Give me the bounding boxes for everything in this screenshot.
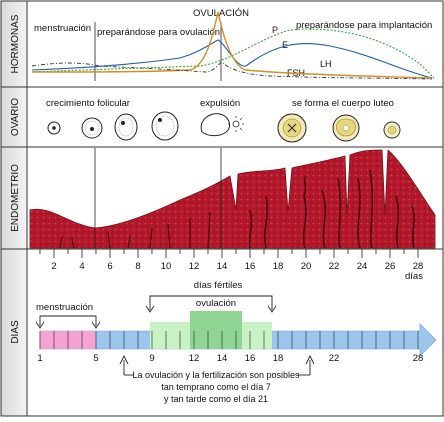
days-label: 22: [329, 353, 340, 364]
days-ticks: [39, 331, 419, 349]
hormone-label-prep-ovulacion: preparándose para ovulación: [97, 27, 220, 38]
days-label: 16: [245, 353, 256, 364]
days-labels: 1 5 9 12 14 16 18 22 28: [37, 353, 423, 364]
hormonas-label-box: [0, 0, 28, 88]
days-panel: días fértiles menstruación ovulación 1 5 9…: [35, 280, 437, 404]
menstruation-bracket-right-arrow: [91, 321, 101, 329]
endometrium-glands-late: [248, 169, 416, 249]
endometrium-glands-early: [59, 211, 211, 249]
hormone-label-ovulacion: OVULACIÓN: [193, 8, 249, 19]
days-label: 12: [189, 353, 200, 364]
ovary-label-expulsion: expulsión: [200, 98, 240, 109]
section-endometrio: ENDOMETRIO: [10, 164, 21, 232]
section-ovario: OVARIO: [10, 98, 21, 136]
hormone-label-p: P: [272, 25, 278, 35]
days-label-fertiles: días fértiles: [194, 280, 243, 291]
menstruation-bracket: [39, 315, 97, 326]
note-arrow-left-head: [119, 354, 129, 365]
menstruation-bracket-left-arrow: [35, 321, 45, 329]
days-label: 18: [273, 353, 284, 364]
corpus-luteum-2: [332, 114, 360, 142]
days-note-line-3: y tan tarde como el día 21: [164, 394, 268, 404]
endometrio-label-box: [0, 146, 28, 250]
dias-label-box: [0, 248, 28, 417]
days-label-menstruacion: menstruación: [36, 302, 93, 313]
hormone-label-e: E: [282, 40, 288, 50]
endometrium-axis-label: 2: [51, 261, 56, 272]
follicle-3: [114, 113, 138, 141]
hormone-label-prep-implantacion: preparándose para implantación: [296, 20, 432, 31]
endometrium-tissue: [29, 149, 436, 249]
days-label: 28: [413, 353, 424, 364]
endometrium-axis-label: 6: [107, 261, 112, 272]
endometrium-axis-label: 12: [189, 261, 200, 272]
endometrium-axis-label: 22: [329, 261, 340, 272]
band-ovulation: [190, 311, 242, 349]
endometrium-axis-label: 26: [385, 261, 396, 272]
endometrium-axis-label: 28: [413, 261, 424, 272]
endometrium-axis-label: 16: [245, 261, 256, 272]
section-hormonas: HORMONAS: [10, 14, 21, 73]
endometrium-axis-label: 8: [135, 261, 140, 272]
hormone-label-menstruacion: menstruación: [34, 23, 91, 34]
endometrium-axis-label: 10: [161, 261, 172, 272]
days-label: 9: [149, 353, 154, 364]
fertile-bracket-left-arrow: [145, 305, 155, 313]
follicle-rupture: [200, 113, 244, 137]
endometrium-axis-label: 18: [273, 261, 284, 272]
corpus-luteum-1: [277, 113, 307, 143]
corpus-luteum-3: [383, 121, 401, 139]
ovary-label-cuerpo-luteo: se forma el cuerpo luteo: [292, 98, 394, 109]
endometrium-axis-label: 20: [301, 261, 312, 272]
endometrium-axis-label: 4: [79, 261, 84, 272]
days-label: 1: [37, 353, 42, 364]
section-dias: DIAS: [10, 320, 21, 344]
fertile-bracket: [149, 295, 273, 310]
follicle-4: [151, 111, 179, 141]
endometrium-panel: 2 4 6 8 10 12 14 16 18 20 22 24 26 28 días: [29, 148, 436, 282]
endometrium-axis-label: 14: [217, 261, 228, 272]
ovary-label-crecimiento: crecimiento folicular: [46, 98, 130, 109]
days-label: 14: [217, 353, 228, 364]
days-label-ovulacion: ovulación: [196, 298, 236, 309]
fertile-bracket-right-arrow: [267, 305, 277, 313]
ovary-panel: crecimiento folicular expulsión se forma…: [46, 98, 401, 143]
hormone-label-lh: LH: [320, 59, 332, 69]
endometrium-day-axis: 2 4 6 8 10 12 14 16 18 20 22 24 26 28: [39, 249, 424, 272]
curve-lh: [31, 11, 433, 79]
days-label: 5: [93, 353, 98, 364]
days-note-line-2: tan temprano como el día 7: [161, 382, 271, 392]
endometrium-axis-label: 24: [357, 261, 368, 272]
follicle-2: [81, 117, 103, 139]
hormones-panel: menstruación preparándose para ovulación…: [31, 8, 435, 81]
days-note-line-1: La ovulación y la fertilización son posi…: [132, 370, 300, 380]
follicle-1: [47, 121, 61, 135]
endometrium-axis-unit: días: [405, 271, 423, 282]
curve-progesterone: [31, 28, 435, 79]
note-arrow-right-head: [305, 354, 315, 365]
curve-fsh: [31, 61, 433, 80]
